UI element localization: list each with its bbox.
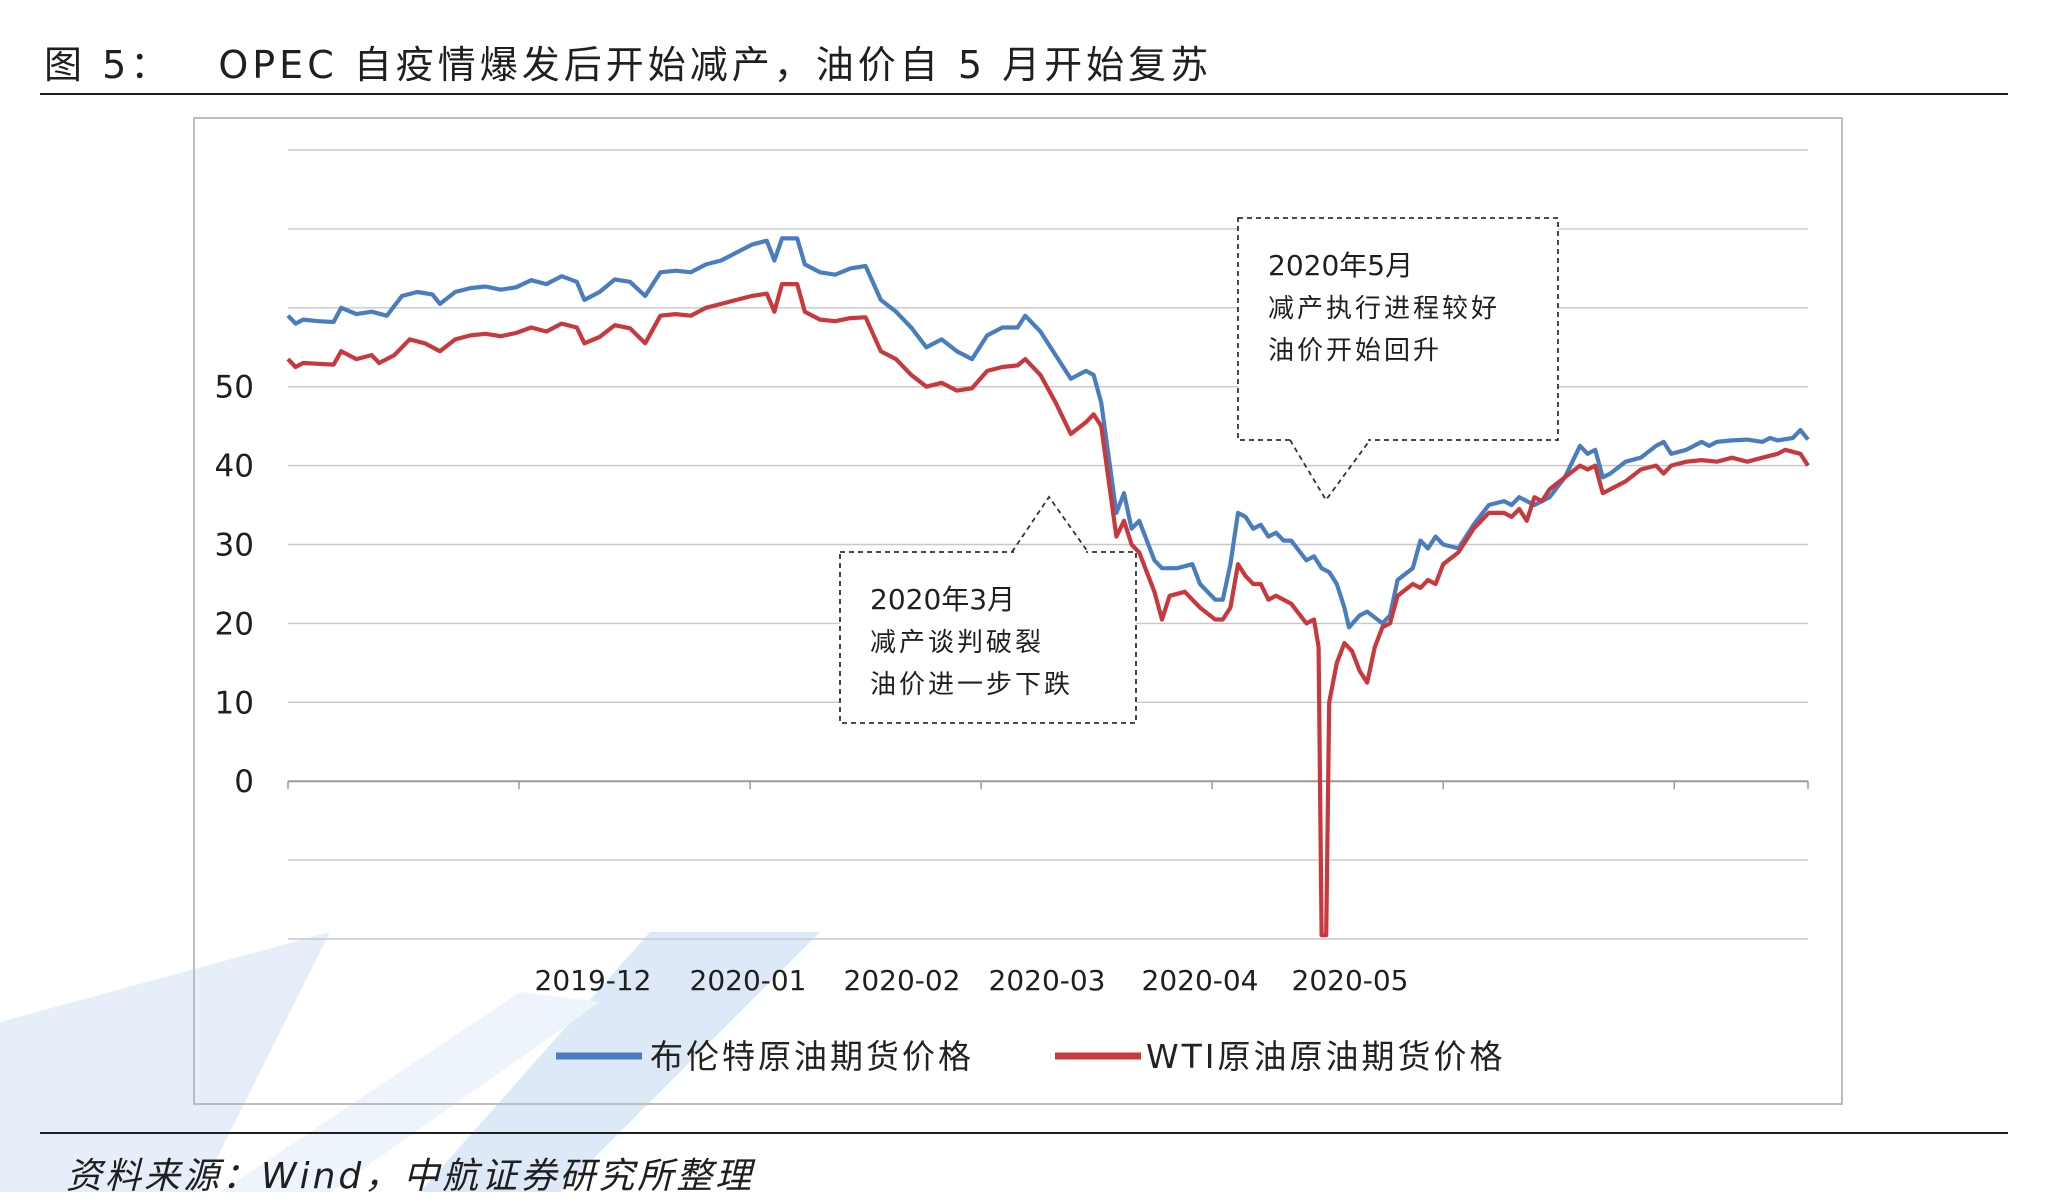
series-line-brent <box>286 236 1810 630</box>
annotation-line: 2020年5月 <box>1268 249 1413 282</box>
annotation-line: 油价进一步下跌 <box>870 670 1073 700</box>
title-rule <box>40 93 2008 95</box>
y-tick-label: 50 <box>215 370 254 406</box>
source-rule <box>40 1132 2008 1134</box>
annotation-pointer <box>1011 495 1089 553</box>
figure-title: 图 5： OPEC 自疫情爆发后开始减产，油价自 5 月开始复苏 <box>44 34 1212 89</box>
series-line-wti <box>286 282 1810 938</box>
chart-frame <box>193 117 1843 1105</box>
legend-label: WTI原油原油期货价格 <box>1146 1037 1506 1076</box>
legend-item: 布伦特原油期货价格 <box>556 1037 974 1076</box>
legend-item: WTI原油原油期货价格 <box>1055 1037 1506 1076</box>
y-tick-label: 20 <box>215 606 254 642</box>
y-tick-label: 40 <box>215 449 254 485</box>
annotation-line: 2020年3月 <box>870 583 1015 616</box>
annotation-pointer <box>1289 439 1371 502</box>
annotation-line: 减产执行进程较好 <box>1268 294 1500 324</box>
annotation-box <box>1237 217 1559 441</box>
legend-label: 布伦特原油期货价格 <box>650 1037 974 1076</box>
y-tick-label: 10 <box>215 685 254 721</box>
y-tick-label: 30 <box>215 528 254 564</box>
source-note: 资料来源：Wind，中航证券研究所整理 <box>66 1156 755 1197</box>
x-tick-label: 2019-12 <box>535 964 652 997</box>
x-tick-label: 2020-04 <box>1142 964 1259 997</box>
x-tick-label: 2020-03 <box>989 964 1106 997</box>
x-tick-label: 2020-02 <box>844 964 961 997</box>
y-tick-label: 0 <box>234 764 254 800</box>
x-tick-label: 2020-01 <box>690 964 807 997</box>
annotation-line: 减产谈判破裂 <box>870 628 1044 658</box>
x-tick-label: 2020-05 <box>1292 964 1409 997</box>
figure-number: 图 5： <box>44 43 173 87</box>
annotation-box <box>839 551 1137 724</box>
figure-title-text: OPEC 自疫情爆发后开始减产，油价自 5 月开始复苏 <box>218 43 1213 87</box>
annotation-line: 油价开始回升 <box>1268 336 1442 366</box>
